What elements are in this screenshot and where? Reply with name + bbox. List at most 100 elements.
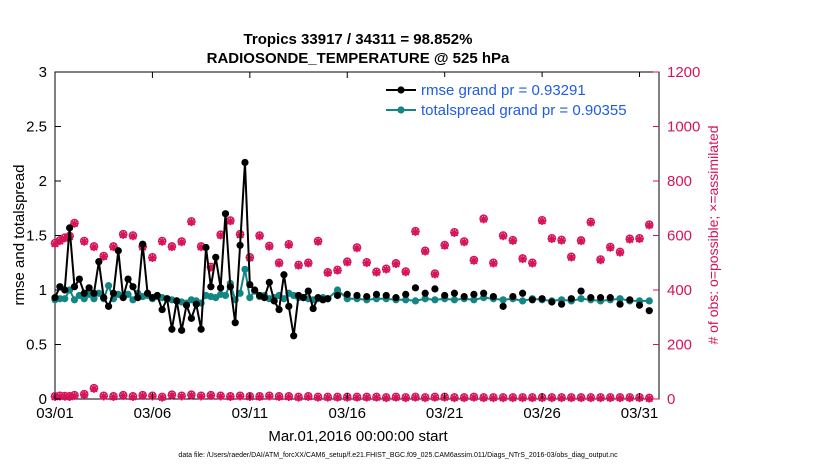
obs_assimilated-point [70,219,79,228]
y-tick-label: 1.5 [26,228,47,245]
obs_assimilated-point [80,237,89,246]
obs_assimilated_low-point [498,393,508,403]
rmse_sparse-point [343,290,351,298]
rmse-point [212,253,220,261]
obs_assimilated_low-point [576,393,586,403]
rmse-point [143,289,152,297]
obs_assimilated-point [645,220,654,230]
obs_assimilated_low-point [459,393,469,403]
obs_assimilated-point [89,242,99,252]
rmse-point [100,294,108,302]
obs_assimilated_low-point [323,393,332,402]
rmse-point [104,302,113,310]
obs_assimilated-point [50,239,60,248]
obs_assimilated_low-point [157,393,167,402]
obs_assimilated-point [606,243,615,252]
obs_assimilated-point [450,228,459,237]
obs_assimilated_low-point [65,392,74,402]
rmse-point [260,294,269,302]
plot-frame [54,71,660,400]
obs_assimilated_low-point [645,394,654,403]
obs_assimilated-point [157,237,167,246]
rmse_sparse-point [606,294,614,302]
obs_assimilated-point [596,255,605,265]
legend-marker-rmse [397,86,405,94]
obs_assimilated_low-point [518,393,527,403]
rmse_sparse-point [616,300,624,308]
obs_assimilated-point [615,248,625,257]
obs_assimilated-point [528,259,537,268]
y-tick-label: 3 [39,64,47,81]
rmse-point [324,295,332,303]
rmse-point [119,294,127,302]
totalspread-point [645,297,653,305]
obs_assimilated_low-point [450,393,459,403]
obs_assimilated-point [177,237,186,247]
rmse-point [226,283,234,291]
data-file-footnote: data file: /Users/raeder/DAI/ATM_forcXX/… [178,452,618,459]
x-tick-label: 03/16 [328,405,366,422]
totalspread-point [280,295,288,303]
obs_assimilated-point [576,236,586,246]
obs_assimilated_low-point [528,393,537,403]
rmse_sparse-point [626,296,634,304]
y-right-tick-label: 800 [667,173,692,190]
rmse-point [80,289,88,297]
rmse-series [51,158,653,340]
rmse-point [95,258,103,266]
obs_assimilated_low-point [60,392,69,401]
y-tick-label: 2 [39,173,47,190]
totalspread-point [246,294,254,302]
rmse_sparse-point [353,291,361,300]
rmse_sparse-point [635,301,644,309]
obs_assimilated_low-point [382,393,391,403]
rmse_sparse-point [431,285,439,293]
totalspread-point [402,296,410,304]
totalspread-point [499,296,507,304]
obs_assimilated_low-point [352,393,362,402]
obs_assimilated_low-point [255,392,264,402]
totalspread-point [450,296,459,304]
rmse-point [304,287,312,295]
y-right-tick-label: 400 [667,282,692,299]
obs_assimilated_low-point [606,393,615,403]
obs_assimilated-point [333,266,342,275]
obs_assimilated-point [226,216,235,226]
obs_assimilated_low-point [430,393,440,402]
obs_assimilated-point [479,214,488,224]
x-tick-label: 03/06 [134,405,172,422]
rmse_sparse-point [382,291,390,300]
obs_assimilated_low-point [362,393,371,402]
totalspread-point [70,296,79,304]
obs_assimilated-point [537,216,547,225]
rmse-point [75,275,83,283]
obs_assimilated-point [547,234,557,243]
obs_assimilated-point [274,259,284,268]
obs_assimilated-point [323,268,332,278]
obs_assimilated_low-point [80,390,89,399]
rmse-point [197,325,205,333]
obs_assimilated-point [625,235,634,244]
legend-marker-spread [397,106,405,114]
x-axis-ticks: 03/01 03/06 03/11 03/16 03/21 03/26 03/31 [36,72,658,422]
obs_assimilated-point [284,240,294,249]
rmse-point [280,271,288,279]
obs_assimilated_low-point [508,393,518,403]
y-right-tick-label: 200 [667,337,692,354]
obs_assimilated_low-point [196,392,206,401]
obs_assimilated-point [196,242,206,252]
x-tick-label: 03/31 [621,405,659,422]
rmse-point [236,241,244,249]
obs_assimilated-point [304,259,313,268]
obs_assimilated-point [294,261,303,270]
obs_assimilated_low-point [411,393,420,402]
rmse-point [270,297,278,305]
obs_assimilated_low-point [469,393,479,402]
obs_assimilated-point [557,236,566,245]
rmse-point [290,332,298,340]
obs_assimilated-point [382,265,391,274]
obs_assimilated-point [60,234,69,243]
y-tick-label: 2.5 [26,119,47,136]
rmse_sparse-point [548,298,556,306]
obs_assimilated_low-point [479,393,488,403]
